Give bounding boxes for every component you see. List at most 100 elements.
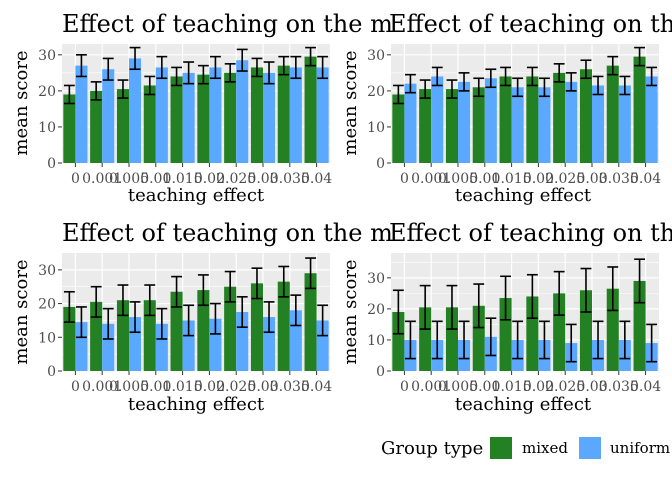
bar-mixed-0.001 <box>419 89 432 163</box>
error-bar-uniform-0.025 <box>236 296 248 328</box>
bar-mixed-0.005 <box>445 307 458 371</box>
error-bar-mixed-0.005 <box>117 79 129 99</box>
bar-mixed-0.015 <box>499 76 512 163</box>
chart-title: Effect of teaching on the me <box>389 219 672 247</box>
bar-uniform-0.01 <box>484 78 497 163</box>
error-bar-mixed-0 <box>392 289 404 335</box>
bar-mixed-0 <box>63 306 76 371</box>
bar-uniform-0.01 <box>155 67 168 163</box>
error-bar-uniform-0.04 <box>646 66 658 87</box>
error-bar-mixed-0 <box>63 84 75 105</box>
error-bar-mixed-0.03 <box>580 267 592 313</box>
error-bar-mixed-0.001 <box>419 79 431 99</box>
error-bar-mixed-0.035 <box>278 55 290 76</box>
x-tick-label: 0.04 <box>301 171 332 187</box>
y-axis-label: mean score <box>11 259 32 364</box>
chart-panel-2: Effect of teaching on the m010203000.001… <box>340 10 672 206</box>
x-tick-label: 0.02 <box>194 379 225 395</box>
bar-mixed-0.02 <box>197 74 210 163</box>
bar-mixed-0.025 <box>224 72 237 163</box>
bar-mixed-0.001 <box>90 301 103 371</box>
error-bar-mixed-0.001 <box>90 285 102 318</box>
y-tick-label: 30 <box>367 271 385 287</box>
error-bar-uniform-0.02 <box>539 77 550 98</box>
error-bar-mixed-0.025 <box>224 270 236 303</box>
legend: Group type mixed uniform <box>381 437 670 459</box>
error-bar-uniform-0.02 <box>210 55 221 80</box>
x-tick-label: 0.04 <box>630 171 661 187</box>
x-tick-label: 0.005 <box>109 379 149 395</box>
x-tick-label: 0.001 <box>411 379 451 395</box>
bar-mixed-0.035 <box>606 288 619 371</box>
error-bar-uniform-0.035 <box>619 320 631 360</box>
bar-mixed-0.005 <box>445 89 458 163</box>
chart-title: Effect of teaching on the m <box>62 10 393 38</box>
bar-mixed-0 <box>63 94 76 163</box>
error-bar-uniform-0.04 <box>317 304 329 337</box>
error-bar-uniform-0.005 <box>458 72 470 92</box>
x-tick-label: 0.005 <box>438 379 478 395</box>
error-bar-mixed-0.035 <box>278 265 290 298</box>
bar-uniform-0 <box>75 65 88 163</box>
bar-mixed-0.005 <box>116 89 129 163</box>
x-tick-label: 0.005 <box>438 171 478 187</box>
bar-uniform-0.005 <box>129 317 142 371</box>
y-axis-label: mean score <box>340 50 361 155</box>
error-bar-mixed-0.04 <box>305 46 316 67</box>
y-tick-label: 30 <box>38 48 56 64</box>
x-tick-label: 0.02 <box>523 379 554 395</box>
bar-uniform-0.001 <box>431 76 444 163</box>
bar-uniform-0.02 <box>209 67 222 163</box>
error-bar-uniform-0.03 <box>263 301 275 334</box>
y-tick-label: 20 <box>367 84 385 100</box>
bar-mixed-0.001 <box>419 307 432 371</box>
error-bar-uniform-0.01 <box>485 68 497 89</box>
error-bar-uniform-0 <box>76 54 87 78</box>
bar-uniform-0.03 <box>592 85 605 163</box>
error-bar-uniform-0.015 <box>512 77 524 98</box>
bar-mixed-0.035 <box>277 65 290 163</box>
error-bar-uniform-0.02 <box>539 320 550 360</box>
x-tick-label: 0.04 <box>630 379 661 395</box>
x-tick-label: 0.02 <box>523 171 554 187</box>
x-tick-label: 0.01 <box>469 379 500 395</box>
chart-title: Effect of teaching on the m <box>389 10 672 38</box>
bar-uniform-0.04 <box>316 67 329 163</box>
legend-label-uniform: uniform <box>610 439 670 457</box>
x-tick-label: 0.035 <box>599 171 639 187</box>
error-bar-mixed-0.005 <box>117 284 129 317</box>
bar-uniform-0.03 <box>263 317 276 371</box>
x-tick-label: 0.03 <box>247 379 278 395</box>
bar-uniform-0.025 <box>565 81 578 163</box>
x-tick-label: 0.03 <box>576 379 607 395</box>
bar-mixed-0.02 <box>526 76 539 163</box>
error-bar-uniform-0.03 <box>263 61 275 85</box>
x-tick-label: 0.03 <box>247 171 278 187</box>
bar-uniform-0.035 <box>289 67 302 163</box>
x-tick-label: 0.025 <box>545 379 585 395</box>
x-tick-label: 0 <box>71 171 80 187</box>
bar-uniform-0.04 <box>316 320 329 371</box>
y-tick-label: 10 <box>367 333 385 349</box>
x-tick-label: 0.015 <box>163 379 203 395</box>
error-bar-uniform-0.025 <box>236 48 248 72</box>
error-bar-uniform-0.025 <box>565 323 577 363</box>
bar-uniform-0.025 <box>236 60 249 163</box>
error-bar-mixed-0.01 <box>144 284 156 317</box>
error-bar-mixed-0.005 <box>446 79 458 99</box>
bar-mixed-0.03 <box>579 69 592 163</box>
error-bar-mixed-0.04 <box>634 258 645 304</box>
error-bar-mixed-0.02 <box>526 66 538 87</box>
bar-mixed-0.01 <box>472 87 485 163</box>
y-tick-label: 10 <box>367 120 385 136</box>
bar-uniform-0.015 <box>511 87 524 163</box>
error-bar-uniform-0 <box>76 306 87 339</box>
bar-uniform-0.001 <box>102 69 115 163</box>
x-tick-label: 0 <box>400 379 409 395</box>
error-bar-uniform-0.03 <box>592 320 604 360</box>
error-bar-uniform-0.025 <box>565 72 577 92</box>
error-bar-mixed-0.015 <box>171 275 182 308</box>
error-bar-mixed-0 <box>63 290 75 323</box>
error-bar-mixed-0.04 <box>305 257 316 290</box>
